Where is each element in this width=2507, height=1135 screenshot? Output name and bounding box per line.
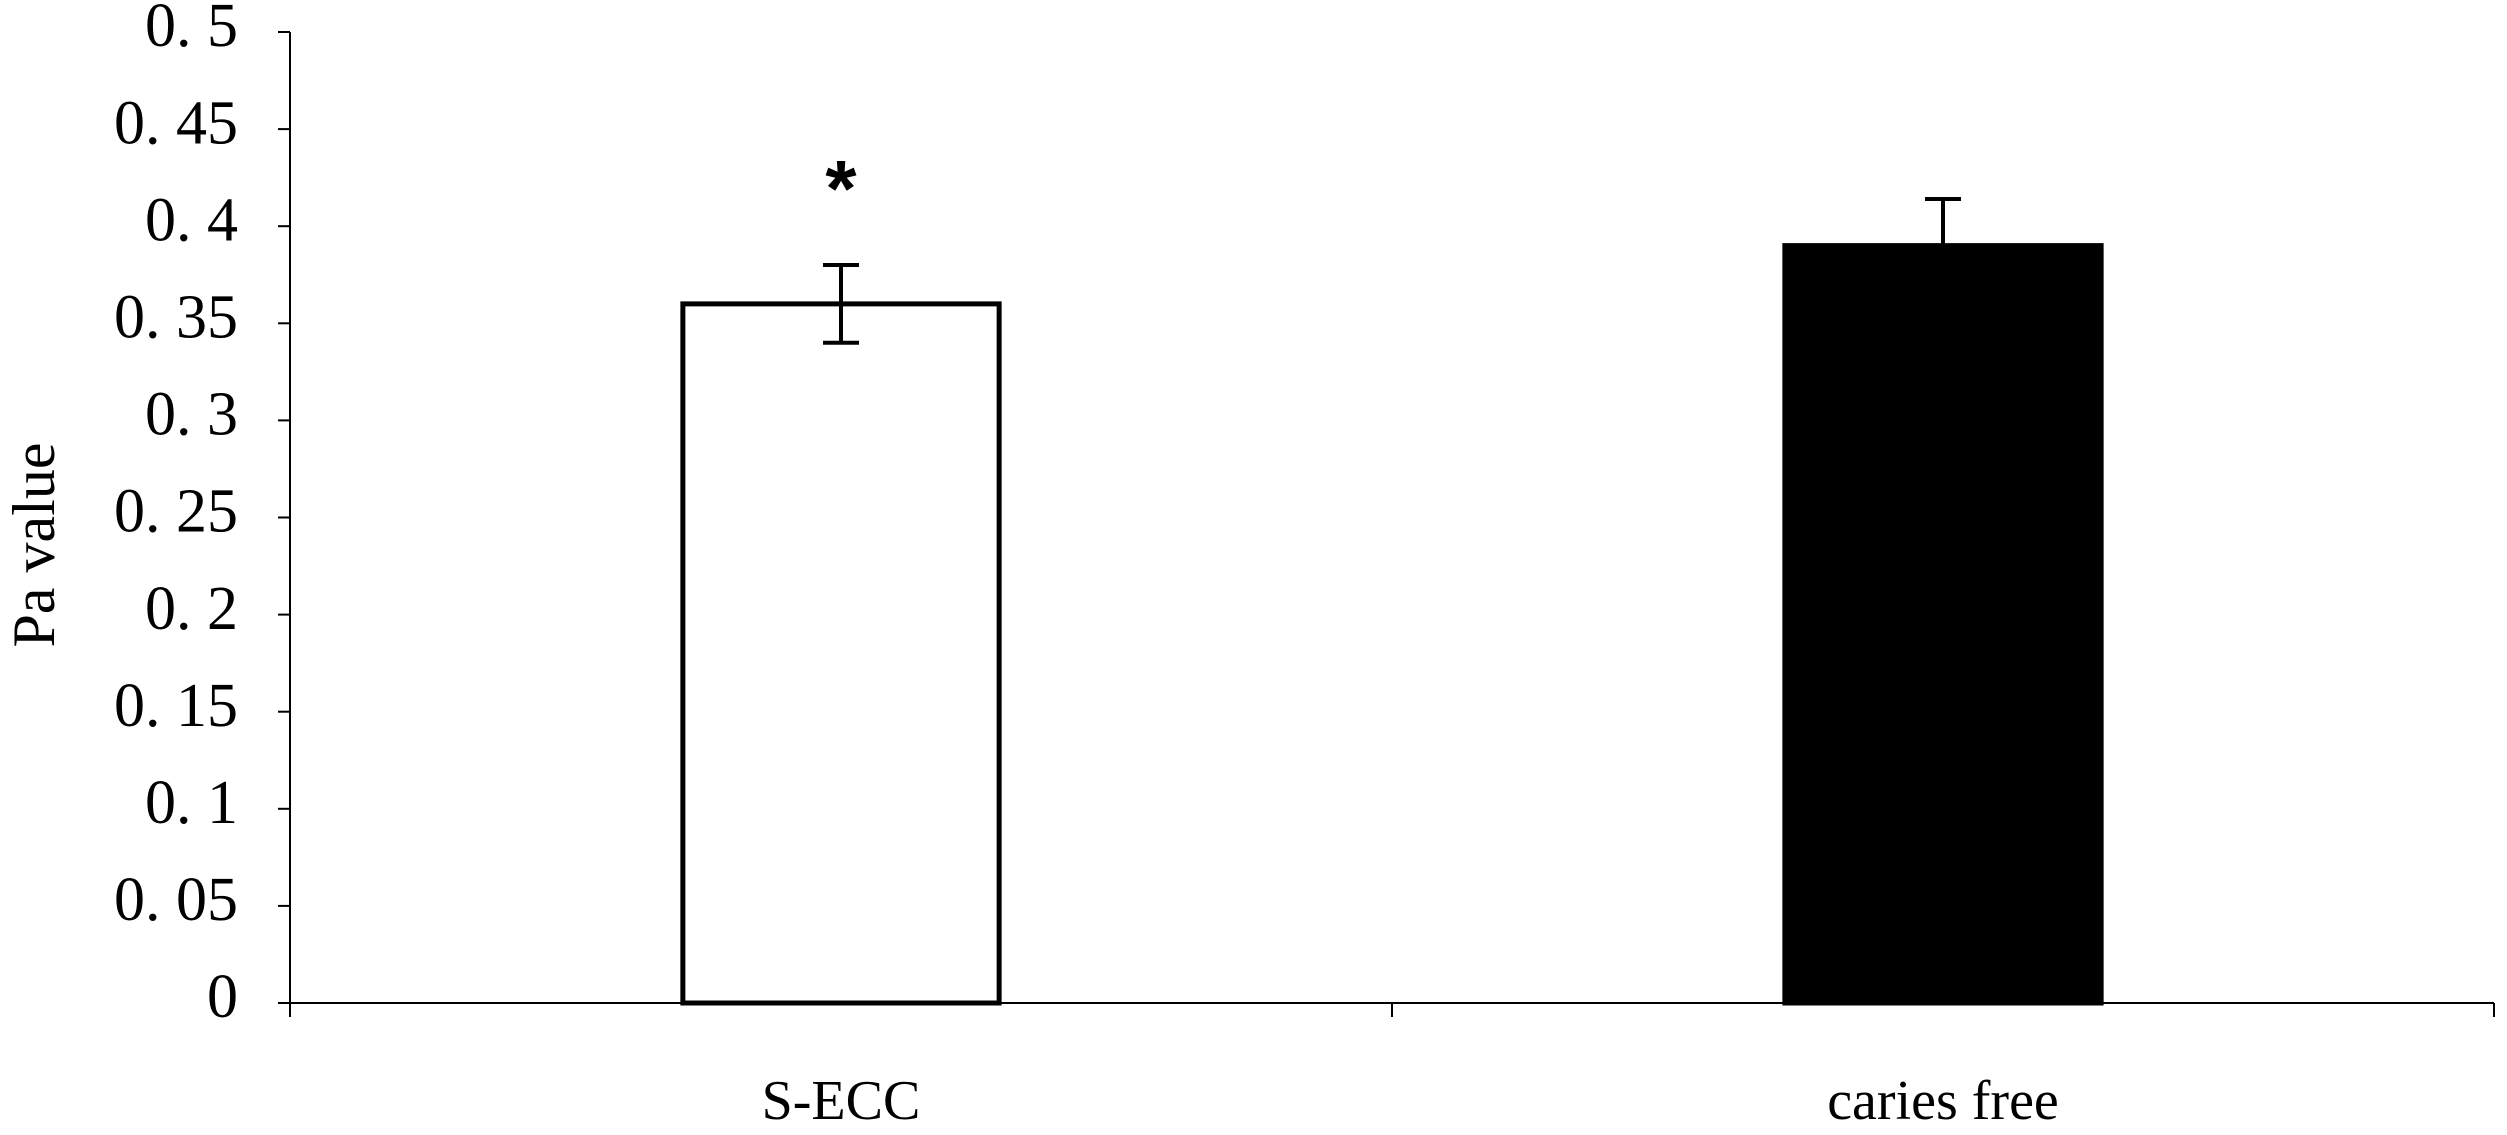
- y-tick-label: 0. 15: [114, 672, 238, 740]
- bar: [1782, 243, 2104, 1006]
- y-tick-label: 0. 4: [145, 186, 238, 254]
- y-tick-label: 0: [207, 963, 238, 1031]
- error-bar: [823, 263, 859, 345]
- bar: [680, 301, 1002, 1006]
- error-bar: [1925, 197, 1961, 295]
- y-axis-label: Pa value: [1, 443, 67, 648]
- y-tick-label: 0. 25: [114, 478, 238, 546]
- y-tick-label: 0. 1: [145, 769, 238, 837]
- y-tick-label: 0. 05: [114, 866, 238, 934]
- y-tick-label: 0. 35: [114, 284, 238, 352]
- significance-marker: *: [825, 144, 857, 233]
- y-tick-label: 0. 5: [145, 0, 238, 60]
- x-tick-label: S-ECC: [762, 1070, 921, 1132]
- x-tick-label: caries free: [1827, 1070, 2059, 1132]
- y-tick-label: 0. 45: [114, 89, 238, 157]
- y-tick-label: 0. 3: [145, 381, 238, 449]
- y-tick-label: 0. 2: [145, 575, 238, 643]
